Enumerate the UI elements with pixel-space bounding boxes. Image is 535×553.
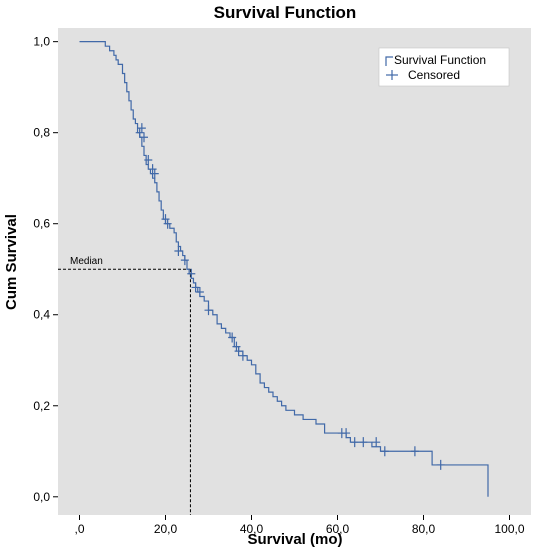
legend-box (378, 47, 510, 87)
censored-marker-16 (234, 346, 243, 357)
censored-marker-21 (359, 437, 368, 448)
x-axis-label: Survival (mo) (247, 531, 342, 548)
y-tick-label-4: 0,8 (33, 126, 50, 140)
censored-marker-1 (137, 123, 146, 134)
x-tick-label-2: 40,0 (240, 522, 264, 536)
legend-entry-censored: Censored (408, 68, 460, 82)
y-tick-label-5: 1,0 (33, 35, 50, 49)
y-tick-label-2: 0,4 (33, 308, 50, 322)
censored-marker-2 (140, 132, 148, 143)
censored-marker-5 (150, 168, 159, 179)
median-annotation: Median (70, 256, 103, 267)
censored-markers-layer (135, 123, 445, 470)
x-tick-label-0: ,0 (74, 522, 84, 536)
y-axis-label: Cum Survival (3, 214, 20, 310)
y-tick-label-3: 0,6 (33, 217, 50, 231)
plot-area (58, 28, 531, 515)
censored-marker-17 (238, 350, 247, 361)
censored-marker-8 (174, 246, 183, 257)
censored-marker-13 (204, 305, 213, 316)
legend-entry-survival: Survival Function (394, 53, 486, 67)
censored-marker-20 (350, 437, 359, 448)
annotations-layer: Median (70, 256, 103, 267)
censored-marker-10 (187, 268, 196, 279)
chart-title: Survival Function (214, 3, 357, 22)
censored-marker-3 (144, 154, 153, 165)
censored-marker-24 (410, 446, 419, 457)
y-axis: 0,0 0,2 0,4 0,6 0,8 1,0 (33, 35, 58, 504)
x-tick-label-1: 20,0 (154, 522, 178, 536)
y-tick-label-1: 0,2 (33, 399, 50, 413)
censored-marker-14 (228, 332, 237, 343)
survival-curve-layer (79, 41, 489, 497)
censored-marker-22 (372, 437, 381, 448)
survival-step-line (79, 41, 489, 497)
censored-marker-25 (436, 459, 445, 470)
censored-marker-19 (342, 428, 351, 439)
censored-marker-11 (191, 282, 200, 293)
legend-step-symbol (385, 56, 393, 66)
x-tick-label-5: 100,0 (494, 522, 524, 536)
legend: Survival Function Censored (378, 47, 510, 87)
censored-marker-9 (180, 255, 189, 266)
median-reference-lines (58, 268, 191, 515)
x-tick-label-4: 80,0 (412, 522, 436, 536)
censored-marker-7 (163, 218, 172, 229)
y-tick-label-0: 0,0 (33, 490, 50, 504)
x-axis: ,0 20,0 40,0 60,0 80,0 100,0 (74, 515, 525, 536)
censored-marker-23 (380, 446, 389, 457)
censored-marker-12 (195, 286, 204, 297)
x-tick-label-3: 60,0 (326, 522, 350, 536)
